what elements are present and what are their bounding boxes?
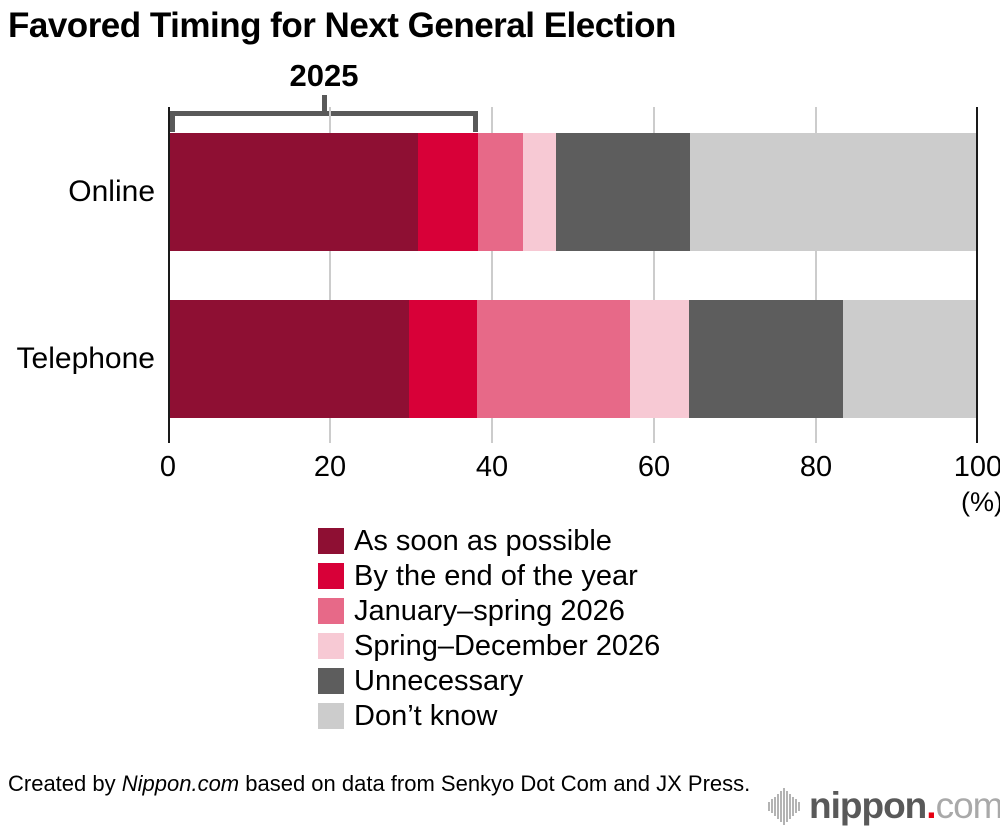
- legend-item: By the end of the year: [318, 560, 660, 592]
- bar-segment: [689, 133, 978, 251]
- credit-suffix: based on data from Senkyo Dot Com and JX…: [239, 771, 751, 796]
- legend-label: Spring–December 2026: [354, 629, 661, 662]
- credit-prefix: Created by: [8, 771, 122, 796]
- legend-item: Unnecessary: [318, 665, 660, 697]
- annotation-2025-label: 2025: [289, 58, 359, 93]
- bar-segment: [477, 300, 630, 418]
- gridline-80: [815, 107, 817, 443]
- row-label-online: Online: [68, 175, 155, 208]
- annotation-2025-bracket: [170, 111, 478, 132]
- legend-swatch-dont-know: [318, 703, 344, 729]
- bar-segment: [688, 300, 843, 418]
- bar-segment: [555, 133, 690, 251]
- bar-segment: [409, 300, 478, 418]
- chart-title: Favored Timing for Next General Election: [8, 6, 676, 45]
- bar-segment: [629, 300, 689, 418]
- logo-wordmark: nippon.com: [809, 785, 1000, 827]
- legend-item: Spring–December 2026: [318, 630, 660, 662]
- gridline-20: [329, 107, 331, 443]
- legend-swatch-spring-december-2026: [318, 633, 344, 659]
- axis-line-100: [976, 107, 978, 443]
- tick-40: 40: [475, 451, 509, 483]
- bar-telephone: [168, 300, 978, 418]
- legend-label: Unnecessary: [354, 664, 524, 697]
- tick-60: 60: [637, 451, 671, 483]
- legend-swatch-by-end-of-year: [318, 563, 344, 589]
- tick-80: 80: [799, 451, 833, 483]
- gridline-60: [653, 107, 655, 443]
- credit-source: Nippon.com: [121, 771, 240, 796]
- legend: As soon as possible By the end of the ye…: [318, 525, 660, 732]
- axis-unit-label: (%): [961, 487, 1000, 517]
- tick-100: 100: [953, 451, 1000, 483]
- legend-item: January–spring 2026: [318, 595, 660, 627]
- logo-dot: .: [926, 785, 936, 826]
- logo-com: com: [935, 785, 1000, 826]
- soundwave-icon: [768, 786, 800, 826]
- plot-area: [168, 107, 978, 443]
- legend-label: By the end of the year: [354, 559, 638, 592]
- bar-segment: [478, 133, 523, 251]
- tick-20: 20: [313, 451, 347, 483]
- legend-swatch-unnecessary: [318, 668, 344, 694]
- legend-label: As soon as possible: [354, 524, 612, 557]
- bar-segment: [418, 133, 479, 251]
- bar-segment: [842, 300, 978, 418]
- annotation-stem: [321, 95, 327, 113]
- legend-label: Don’t know: [354, 699, 498, 732]
- nippon-com-logo: nippon.com: [768, 783, 1000, 829]
- source-credit: Created by Nippon.com based on data from…: [8, 770, 788, 798]
- bar-segment: [522, 133, 556, 251]
- gridline-40: [491, 107, 493, 443]
- tick-0: 0: [159, 451, 177, 483]
- bar-online: [168, 133, 978, 251]
- legend-swatch-january-spring-2026: [318, 598, 344, 624]
- row-label-telephone: Telephone: [16, 342, 155, 375]
- bar-segment: [168, 300, 410, 418]
- legend-swatch-as-soon-as-possible: [318, 528, 344, 554]
- logo-nippon: nippon: [809, 785, 927, 826]
- axis-line-0: [168, 107, 170, 443]
- bar-segment: [168, 133, 419, 251]
- legend-label: January–spring 2026: [354, 594, 625, 627]
- legend-item: Don’t know: [318, 700, 660, 732]
- legend-item: As soon as possible: [318, 525, 660, 557]
